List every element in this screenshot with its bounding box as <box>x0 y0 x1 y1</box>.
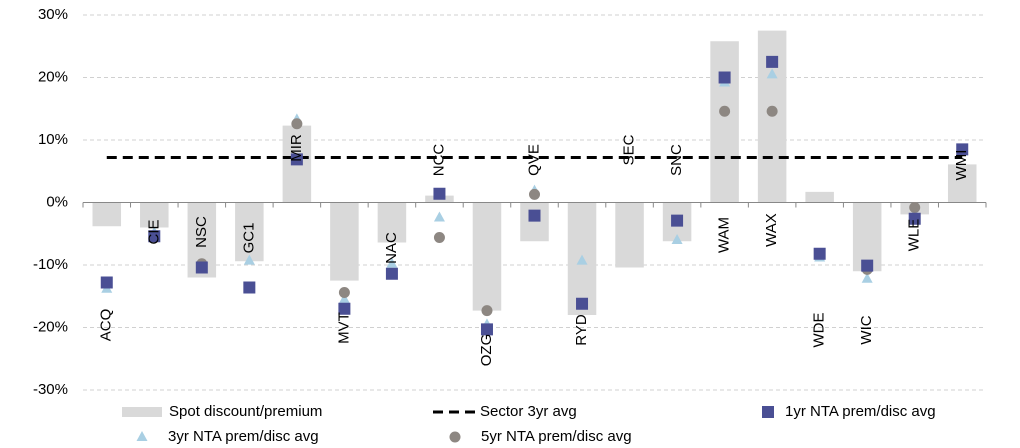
x-tick-label: ACQ <box>98 309 115 342</box>
x-tick-label: WAX <box>763 213 780 247</box>
square-marker <box>718 71 731 84</box>
square-marker <box>243 281 256 294</box>
bar <box>92 202 122 227</box>
square-marker <box>195 261 208 274</box>
circle-marker <box>909 202 921 213</box>
square-marker <box>956 143 969 156</box>
x-tick-label: OZG <box>478 334 495 367</box>
x-tick-label: NCC <box>430 144 447 177</box>
bar <box>615 202 644 268</box>
legend-label: 1yr NTA prem/disc avg <box>785 403 936 420</box>
circle-marker <box>338 287 350 298</box>
square-marker <box>338 302 351 315</box>
square-marker <box>766 55 779 68</box>
square-marker <box>290 153 303 166</box>
legend-label: Spot discount/premium <box>169 403 322 420</box>
triangle-marker <box>671 234 683 244</box>
square-marker <box>100 276 113 289</box>
square-marker <box>861 259 874 272</box>
square-marker <box>385 267 398 280</box>
y-tick-label: 0% <box>46 193 68 210</box>
circle-marker <box>481 305 493 317</box>
x-tick-label: WIC <box>858 315 875 344</box>
x-tick-label: WLE <box>906 219 923 252</box>
legend-swatch <box>136 431 148 441</box>
legend-swatch <box>449 431 461 443</box>
circle-marker <box>719 105 731 117</box>
square-marker <box>908 212 921 225</box>
x-tick-label: MIR <box>288 134 305 162</box>
legend-label: 3yr NTA prem/disc avg <box>168 428 319 445</box>
x-tick-label: MVT <box>335 312 352 344</box>
x-tick-label: RYD <box>573 314 590 346</box>
circle-marker <box>291 118 303 130</box>
square-marker <box>813 247 826 260</box>
triangle-marker <box>861 272 873 283</box>
legend-swatch <box>122 407 162 417</box>
bar <box>710 41 739 203</box>
legend-label: Sector 3yr avg <box>480 403 577 420</box>
triangle-marker <box>338 293 350 304</box>
bar <box>805 191 834 203</box>
square-marker <box>528 209 541 222</box>
triangle-marker <box>243 254 255 265</box>
y-tick-label: 10% <box>38 131 68 148</box>
x-tick-label: WMI <box>953 150 970 181</box>
x-tick-label: GC1 <box>240 223 257 254</box>
legend-label: 5yr NTA prem/disc avg <box>481 428 632 445</box>
x-tick-label: CIE <box>145 219 162 244</box>
bar <box>377 202 407 243</box>
triangle-marker <box>386 257 398 268</box>
y-tick-label: -20% <box>33 318 68 335</box>
triangle-marker <box>576 254 588 265</box>
square-marker <box>433 187 446 200</box>
x-tick-label: SEC <box>621 134 638 165</box>
bar <box>140 202 169 228</box>
triangle-marker <box>433 211 445 222</box>
y-tick-label: 30% <box>38 6 68 23</box>
y-tick-label: -30% <box>33 381 68 398</box>
bar <box>947 164 977 203</box>
bar <box>330 202 359 281</box>
legend-swatch <box>762 406 774 418</box>
x-tick-label: QVE <box>525 144 542 176</box>
square-marker <box>148 230 161 243</box>
triangle-marker <box>766 68 778 79</box>
circle-marker <box>529 188 540 200</box>
y-tick-label: 20% <box>38 68 68 85</box>
circle-marker <box>433 232 445 243</box>
square-marker <box>576 297 589 310</box>
square-marker <box>480 323 493 336</box>
x-tick-label: NAC <box>383 232 400 264</box>
bar <box>520 202 549 242</box>
x-tick-label: SNC <box>668 144 685 176</box>
x-tick-label: NSC <box>193 216 210 248</box>
circle-marker <box>766 105 778 117</box>
bar <box>472 202 502 311</box>
x-tick-label: WDE <box>811 313 828 348</box>
y-tick-label: -10% <box>33 256 68 273</box>
x-tick-label: WAM <box>716 217 733 253</box>
square-marker <box>671 214 684 227</box>
bar <box>235 202 264 262</box>
